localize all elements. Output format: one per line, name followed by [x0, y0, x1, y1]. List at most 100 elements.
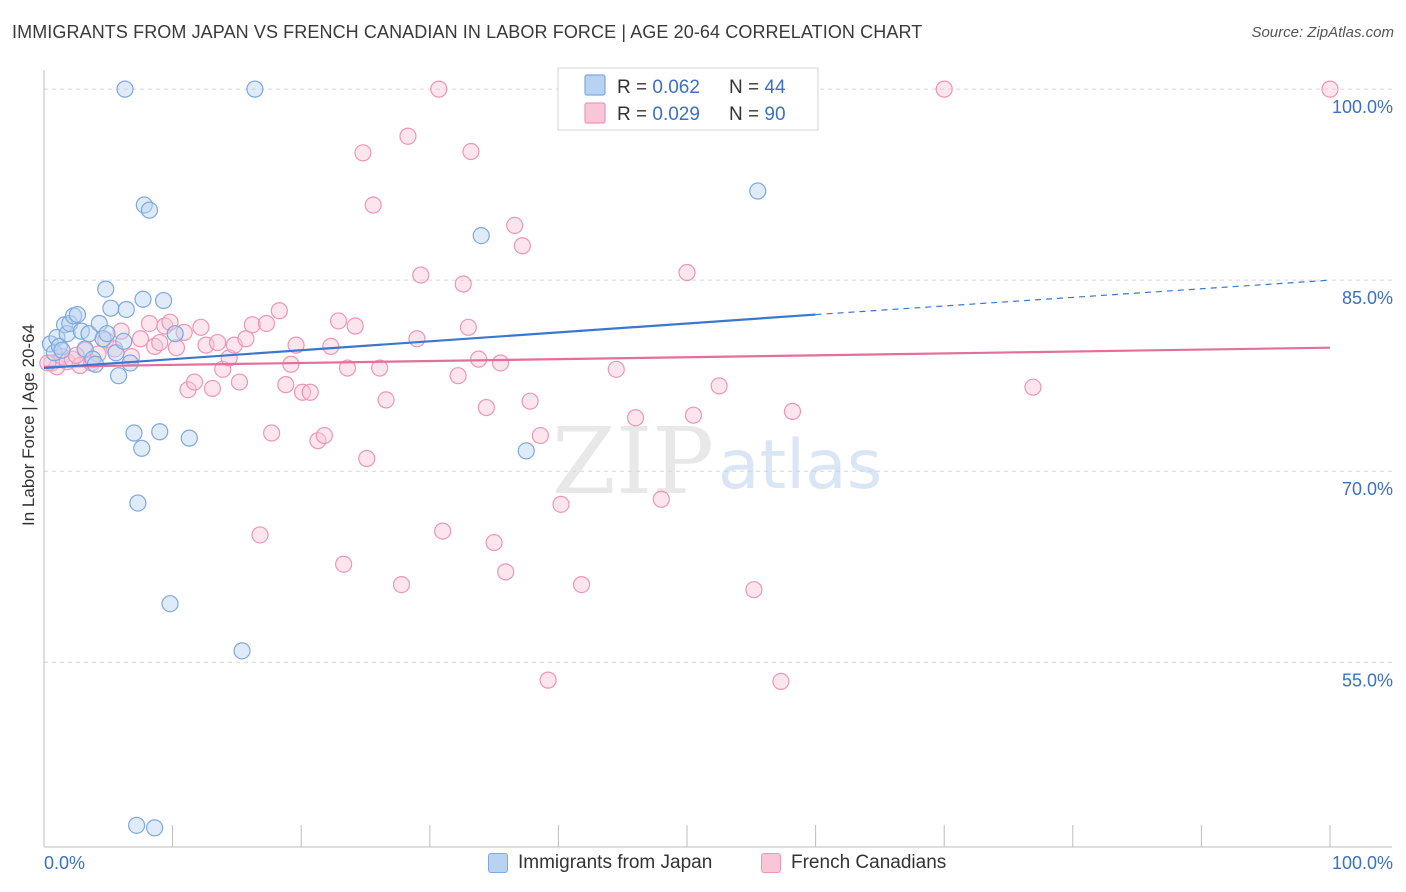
french-canadian-point-48 [346, 317, 364, 335]
japan-point-27 [133, 439, 151, 457]
japan-point-37 [161, 595, 179, 613]
x-tick-label-min: 0.0% [44, 853, 85, 873]
french-canadian-point-56 [408, 330, 426, 348]
french-canadian-point-65 [477, 398, 495, 417]
japan-point-31 [140, 201, 159, 219]
japan-trend-line [43, 313, 816, 370]
japan-trend-line-extension [815, 279, 1331, 316]
french-canadian-point-58 [430, 80, 448, 98]
french-canadian-point-61 [454, 275, 472, 293]
french-canadian-point-37 [277, 376, 295, 394]
french-canadian-point-81 [710, 377, 728, 395]
french-canadian-point-31 [237, 330, 255, 348]
japan-point-29 [246, 80, 264, 98]
japan-point-39 [127, 816, 146, 834]
french-canadians-trend-line [43, 346, 1331, 368]
french-canadian-point-33 [251, 526, 269, 544]
french-canadian-point-32 [243, 316, 261, 334]
japan-point-36 [180, 429, 198, 447]
french-canadian-point-50 [358, 449, 376, 468]
y-tick-label-1: 85.0% [1342, 288, 1393, 308]
french-canadian-point-87 [1321, 80, 1339, 98]
japan-point-17 [98, 325, 116, 343]
french-canadian-point-22 [185, 373, 204, 391]
french-canadian-point-13 [131, 330, 150, 348]
french-canadian-point-86 [1024, 378, 1042, 396]
french-canadian-point-59 [434, 522, 452, 540]
french-canadian-point-34 [257, 314, 276, 333]
french-canadians-points [39, 80, 1339, 691]
svg-text:N = 44: N = 44 [729, 77, 786, 98]
japan-point-43 [517, 442, 535, 460]
watermark-atlas: atlas [718, 426, 882, 505]
french-canadian-point-77 [626, 409, 645, 427]
legend-label-french-canadians: French Canadians [791, 852, 947, 873]
japan-point-19 [97, 280, 115, 298]
french-canadian-point-71 [521, 392, 539, 410]
japan-point-9 [68, 305, 87, 324]
series-legend: Immigrants from Japan French Canadians [0, 850, 1406, 880]
french-canadian-point-73 [539, 671, 557, 689]
french-canadian-point-52 [371, 359, 389, 377]
french-canadian-point-16 [151, 333, 169, 352]
trend-lines [43, 279, 1331, 370]
french-canadian-point-69 [506, 216, 524, 234]
french-canadian-point-36 [270, 302, 288, 320]
axes [43, 70, 1392, 848]
french-canadian-point-14 [140, 314, 159, 333]
japan-point-26 [129, 494, 147, 512]
stats-legend-swatch-blue [584, 74, 606, 96]
japan-point-34 [166, 325, 184, 343]
legend-swatch-french-canadians [761, 853, 781, 873]
french-canadian-point-80 [684, 406, 703, 424]
japan-point-25 [125, 424, 143, 442]
french-canadian-point-23 [192, 318, 210, 336]
japan-point-4 [53, 341, 71, 359]
x-tick-labels: 0.0% 100.0% [44, 853, 1393, 873]
stats-r-value-blue: 0.062 [652, 77, 700, 98]
y-tick-labels: 100.0% 85.0% 70.0% 55.0% [1332, 97, 1393, 690]
legend-label-japan: Immigrants from Japan [518, 852, 713, 873]
legend-item-japan[interactable]: Immigrants from Japan [488, 852, 712, 874]
japan-point-30 [135, 196, 153, 214]
legend-item-french-canadians[interactable]: French Canadians [761, 852, 946, 874]
y-axis-label: In Labor Force | Age 20-64 [19, 324, 38, 526]
french-canadian-point-46 [335, 555, 353, 573]
french-canadian-point-75 [572, 576, 591, 594]
french-canadian-point-74 [552, 495, 570, 513]
french-canadian-point-35 [263, 424, 281, 442]
svg-text:N = 90: N = 90 [729, 104, 786, 125]
japan-point-22 [115, 332, 133, 350]
y-tick-label-2: 70.0% [1342, 479, 1393, 499]
stats-r-label-blue: R = [617, 77, 652, 98]
french-canadian-point-72 [531, 426, 549, 445]
french-canadian-point-67 [491, 354, 510, 372]
stats-legend-swatch-pink [584, 102, 606, 124]
stats-n-value-pink: 90 [764, 104, 785, 125]
gridlines [44, 88, 1392, 663]
stats-n-label-blue: N = [729, 77, 764, 98]
stats-r-value-pink: 0.029 [652, 104, 700, 125]
french-canadian-point-11 [112, 322, 130, 340]
chart-title: IMMIGRANTS FROM JAPAN VS FRENCH CANADIAN… [12, 22, 923, 42]
french-canadian-point-83 [772, 672, 790, 691]
french-canadian-point-49 [354, 144, 372, 162]
y-tick-label-3: 55.0% [1342, 670, 1393, 690]
x-tick-label-max: 100.0% [1332, 853, 1393, 873]
french-canadian-point-30 [230, 373, 249, 391]
japan-point-40 [145, 819, 164, 837]
french-canadian-point-25 [203, 379, 222, 398]
french-canadian-point-45 [329, 312, 348, 330]
japan-point-23 [117, 300, 135, 319]
french-canadian-point-76 [607, 360, 625, 378]
french-canadian-point-66 [485, 533, 503, 552]
y-axis-label-wrap: In Labor Force | Age 20-64 [17, 260, 41, 590]
japan-point-41 [472, 226, 490, 245]
japan-point-18 [102, 299, 120, 317]
french-canadian-point-64 [470, 350, 488, 368]
french-canadian-point-85 [935, 80, 953, 98]
french-canadian-point-55 [399, 127, 417, 145]
japan-point-28 [116, 80, 134, 98]
french-canadian-point-60 [449, 367, 467, 385]
japan-point-21 [109, 367, 128, 385]
